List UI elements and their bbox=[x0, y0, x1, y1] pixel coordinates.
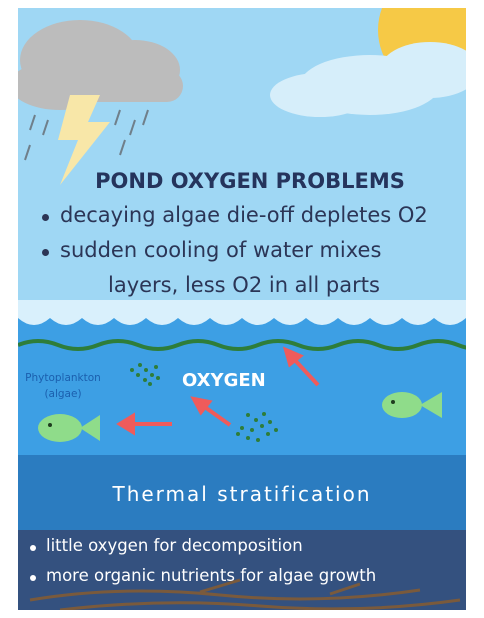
bullet-text: more organic nutrients for algae growth bbox=[46, 566, 376, 585]
bullet-text: little oxygen for decomposition bbox=[46, 536, 303, 555]
background-art bbox=[0, 0, 484, 618]
phytoplankton-label: (algae) bbox=[18, 388, 108, 400]
title: POND OXYGEN PROBLEMS bbox=[0, 169, 484, 193]
bullet-text: sudden cooling of water mixes bbox=[60, 238, 381, 262]
bullet-text: decaying algae die-off depletes O2 bbox=[60, 203, 428, 227]
section-title: Thermal stratification bbox=[18, 482, 466, 506]
infographic: POND OXYGEN PROBLEMS Phytoplankton (alga… bbox=[0, 0, 484, 618]
bullet-text: layers, less O2 in all parts bbox=[108, 273, 380, 297]
phytoplankton-label: Phytoplankton bbox=[18, 372, 108, 384]
oxygen-label: OXYGEN bbox=[182, 370, 266, 391]
